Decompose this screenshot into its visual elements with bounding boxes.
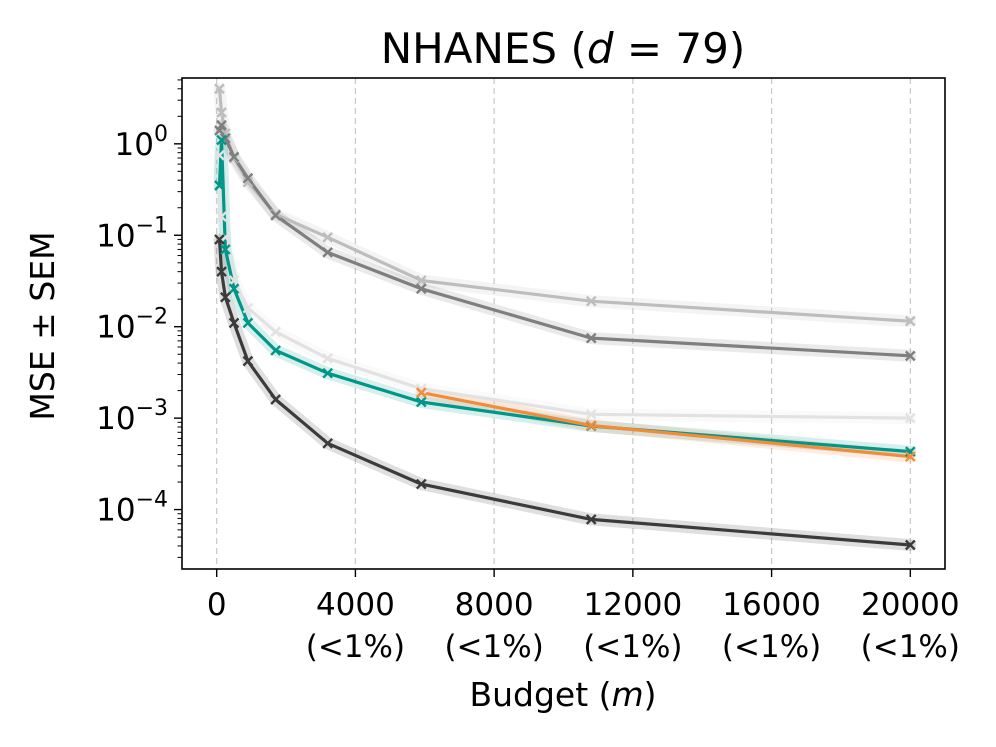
y-tick-label: 10−4 bbox=[96, 488, 168, 529]
series-point-teal bbox=[214, 180, 225, 191]
y-axis-label: MSE ± SEM bbox=[23, 231, 62, 420]
series-point-very-light-gray bbox=[216, 211, 227, 222]
x-tick-label: 4000 bbox=[316, 587, 395, 623]
plot-frame bbox=[181, 77, 946, 570]
series-point-light-gray bbox=[216, 107, 227, 118]
series-point-teal bbox=[220, 244, 231, 255]
grid bbox=[216, 78, 911, 569]
x-tick-label: 12000 bbox=[584, 587, 683, 623]
series-point-dark-gray bbox=[904, 539, 916, 551]
series-point-teal bbox=[270, 345, 281, 356]
series-point-dark-gray bbox=[585, 514, 597, 525]
series-point-light-gray bbox=[242, 176, 254, 188]
y-tick-label: 100 bbox=[115, 122, 168, 163]
series-point-very-light-gray bbox=[415, 383, 427, 395]
series-point-orange bbox=[415, 387, 427, 398]
series-point-teal bbox=[228, 283, 240, 295]
x-axis: 0 4000 (<1%) 8000 (<1%) 12000 (<1%) 16000 (<1%) 2… bbox=[207, 569, 960, 665]
series-point-light-gray bbox=[322, 231, 334, 243]
x-tick-label: 20000 bbox=[861, 587, 960, 623]
series-point-mid-gray bbox=[322, 247, 334, 258]
y-tick-label: 10−3 bbox=[96, 396, 168, 437]
series-point-mid-gray bbox=[216, 119, 227, 131]
series-point-very-light-gray bbox=[585, 409, 597, 420]
series-point-orange bbox=[904, 451, 916, 462]
x-tick-label: 16000 bbox=[722, 587, 821, 623]
series-point-mid-gray bbox=[585, 332, 597, 344]
series-point-orange bbox=[585, 420, 597, 431]
series-point-teal bbox=[242, 317, 254, 329]
series-point-teal bbox=[415, 396, 427, 408]
x-tick-label: 0 bbox=[207, 587, 227, 623]
y-tick-label: 10−2 bbox=[96, 305, 168, 346]
series-point-light-gray bbox=[415, 275, 427, 286]
x-tick-sublabel: (<1%) bbox=[722, 629, 821, 665]
series-line-dark-gray bbox=[217, 239, 911, 547]
x-axis-label: Budget (m) bbox=[469, 675, 656, 714]
series-markers bbox=[214, 83, 916, 551]
series-point-mid-gray bbox=[228, 151, 240, 163]
series-point-dark-gray bbox=[220, 291, 231, 303]
series-point-very-light-gray bbox=[904, 412, 916, 424]
series-point-very-light-gray bbox=[322, 353, 334, 364]
series-point-light-gray bbox=[585, 295, 597, 307]
x-tick-sublabel: (<1%) bbox=[861, 629, 960, 665]
series-point-teal bbox=[216, 134, 227, 146]
series-point-mid-gray bbox=[270, 210, 281, 221]
series-point-mid-gray bbox=[415, 283, 427, 295]
series-point-dark-gray bbox=[415, 478, 427, 490]
series-point-very-light-gray bbox=[242, 302, 254, 314]
series-point-dark-gray bbox=[214, 234, 225, 245]
series-point-light-gray bbox=[214, 83, 225, 95]
series-point-dark-gray bbox=[270, 394, 281, 405]
series-point-dark-gray bbox=[322, 437, 334, 449]
series-point-very-light-gray bbox=[228, 275, 240, 286]
series-line-teal bbox=[217, 138, 911, 454]
x-tick-sublabel: (<1%) bbox=[444, 629, 543, 665]
y-axis: 100 10−1 10−2 10−3 10−4 bbox=[96, 79, 182, 558]
series-point-very-light-gray bbox=[214, 149, 225, 161]
series-point-dark-gray bbox=[216, 266, 227, 277]
chart-title: NHANES (d = 79) bbox=[381, 24, 746, 73]
x-tick-sublabel: (<1%) bbox=[306, 629, 405, 665]
series-point-mid-gray bbox=[904, 350, 916, 362]
x-tick-label: 8000 bbox=[455, 587, 534, 623]
y-tick-label: 10−1 bbox=[96, 213, 168, 254]
series-point-dark-gray bbox=[228, 317, 240, 329]
series-point-teal bbox=[322, 367, 334, 379]
series-point-mid-gray bbox=[242, 172, 254, 184]
series-point-light-gray bbox=[904, 315, 916, 327]
x-tick-sublabel: (<1%) bbox=[583, 629, 682, 665]
series-point-very-light-gray bbox=[220, 231, 231, 243]
series-point-very-light-gray bbox=[270, 326, 281, 338]
series-point-dark-gray bbox=[242, 355, 254, 367]
